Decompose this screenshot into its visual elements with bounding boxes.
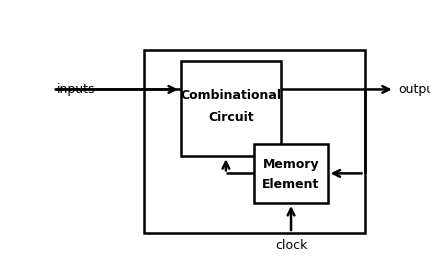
Bar [144, 50, 364, 233]
Text: Circuit: Circuit [208, 111, 253, 124]
Text: Combinational: Combinational [180, 89, 281, 102]
Text: inputs: inputs [57, 83, 95, 96]
Text: Memory: Memory [262, 158, 319, 171]
Text: outputs: outputs [397, 83, 430, 96]
Text: Element: Element [262, 177, 319, 190]
Bar [181, 61, 280, 156]
Text: clock: clock [274, 239, 307, 252]
Bar [254, 144, 327, 203]
